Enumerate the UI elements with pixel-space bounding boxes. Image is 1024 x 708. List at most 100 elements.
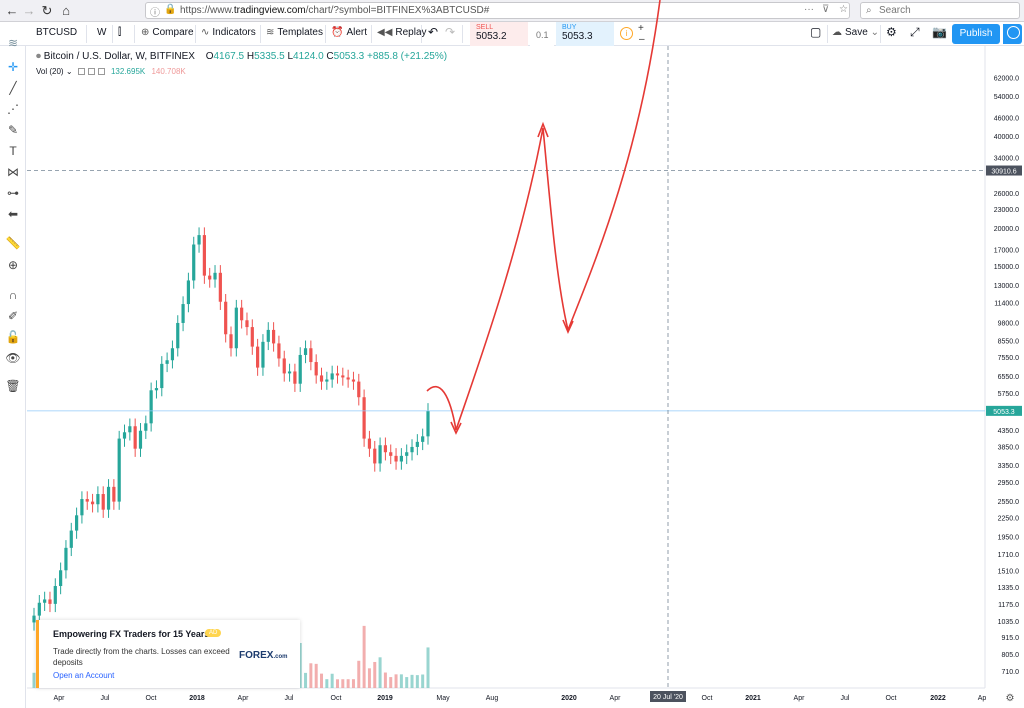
- prediction-icon[interactable]: ⊶: [7, 186, 19, 200]
- templates-icon: ≋: [266, 27, 275, 38]
- play-icon-ring: [1007, 26, 1020, 39]
- price-tick-label: 915.0: [1001, 635, 1019, 642]
- chevron-down-icon: ⌄: [870, 27, 879, 38]
- close-value: 5053.3: [333, 51, 365, 62]
- volume-label: Vol (20): [36, 67, 64, 76]
- forward-icon[interactable]: →: [22, 3, 36, 18]
- ad-banner[interactable]: Empowering FX Traders for 15 Years AD Tr…: [36, 620, 300, 688]
- magnet-icon[interactable]: ∩: [8, 288, 18, 302]
- cloud-icon: ☁: [832, 27, 842, 38]
- templates-button[interactable]: ≋ Templates: [266, 27, 323, 38]
- candle-body: [256, 346, 260, 368]
- candle-body: [197, 235, 201, 245]
- brush-icon[interactable]: ✎: [7, 123, 19, 137]
- ruler-icon[interactable]: 📏: [5, 236, 21, 250]
- candle-body: [112, 486, 116, 502]
- logo-suffix: .com: [273, 654, 288, 660]
- reload-icon[interactable]: ↻: [41, 3, 53, 18]
- trash-icon[interactable]: 🗑: [5, 379, 21, 393]
- crosshair-price-tag: [986, 165, 1022, 176]
- buy-button[interactable]: BUY 5053.3: [556, 22, 614, 46]
- lock-icon[interactable]: 🔓: [5, 330, 21, 344]
- candle-body: [346, 377, 350, 380]
- play-circle-icon[interactable]: [1002, 24, 1022, 44]
- fullscreen-toggle-icon[interactable]: ▢: [810, 25, 822, 39]
- price-tick-label: 710.0: [1001, 669, 1019, 676]
- bookmark-star-icon[interactable]: ☆: [839, 4, 848, 15]
- spread-text: 0.1: [536, 30, 549, 40]
- candle-body: [85, 499, 89, 502]
- volume-value: 132.695K: [110, 67, 146, 76]
- time-tick-label: Aug: [486, 695, 499, 702]
- zoom-in-icon[interactable]: ⊕: [7, 258, 19, 272]
- volume-bar: [373, 661, 377, 688]
- time-tick-label: Jul: [841, 695, 850, 702]
- symbol-button[interactable]: BTCUSD: [36, 27, 78, 38]
- alert-button[interactable]: ⏰ Alert: [331, 27, 367, 38]
- candle-body: [208, 275, 212, 280]
- time-tick-label: Apr: [610, 695, 622, 702]
- legend-title: Bitcoin / U.S. Dollar, W, BITFINEX: [43, 51, 195, 62]
- close-icon[interactable]: [97, 68, 105, 75]
- visibility-icon[interactable]: [77, 68, 85, 75]
- back-icon[interactable]: ←: [5, 3, 19, 18]
- camera-icon[interactable]: 📷: [932, 25, 947, 39]
- candle-body: [48, 599, 52, 604]
- fib-icon[interactable]: ⋰: [7, 102, 19, 116]
- pocket-icon[interactable]: ⊽: [822, 4, 830, 15]
- settings-icon[interactable]: [87, 68, 95, 75]
- forex-logo: FOREX.com: [239, 650, 287, 661]
- more-icon[interactable]: ···: [804, 4, 814, 15]
- open-account-link[interactable]: Open an Account: [53, 671, 115, 680]
- time-tick-label: Apr: [54, 695, 66, 702]
- chevron-down-icon[interactable]: ⌄: [65, 67, 73, 76]
- candle-body: [128, 426, 132, 433]
- divider: [86, 25, 87, 43]
- candle-body: [229, 334, 233, 349]
- info-icon[interactable]: i: [620, 27, 633, 40]
- minus-icon[interactable]: –: [639, 34, 645, 45]
- candle-body: [357, 381, 361, 398]
- url-bar[interactable]: ⓘ 🔒 https://www.tradingview.com/chart/?s…: [145, 2, 850, 19]
- trend-line-icon[interactable]: ╱: [9, 81, 17, 95]
- info-icon[interactable]: ⓘ: [150, 8, 160, 19]
- candle-body: [282, 358, 286, 374]
- arrow-back-icon[interactable]: ⬅: [7, 207, 19, 221]
- expand-icon[interactable]: ⤢: [910, 25, 920, 39]
- publish-button[interactable]: Publish: [952, 24, 1000, 44]
- compare-button[interactable]: ⊕ Compare: [141, 27, 194, 38]
- interval-button[interactable]: W: [97, 27, 107, 38]
- crosshair-icon[interactable]: ✛: [7, 60, 19, 74]
- home-icon[interactable]: ⌂: [62, 3, 70, 18]
- candle-body: [154, 388, 159, 391]
- candle-body: [309, 348, 313, 363]
- search-placeholder: Search: [879, 5, 911, 16]
- candle-style-icon[interactable]: ⫿: [118, 27, 122, 38]
- text-icon[interactable]: T: [9, 144, 17, 158]
- price-axis-bg: [985, 46, 1024, 708]
- price-tick-label: 1035.0: [998, 619, 1020, 626]
- redo-icon[interactable]: ↷: [445, 25, 456, 39]
- ad-title: Empowering FX Traders for 15 Years: [53, 629, 210, 639]
- browser-search-input[interactable]: ⌕ Search: [860, 2, 1020, 19]
- crosshair-date-label: 20 Jul '20: [653, 694, 683, 701]
- time-tick-label: 2020: [561, 695, 577, 702]
- undo-icon[interactable]: ↶: [428, 25, 439, 39]
- indicators-button[interactable]: ∿ Indicators: [201, 27, 256, 38]
- candle-body: [245, 320, 249, 328]
- pattern-icon[interactable]: ⋈: [7, 165, 19, 179]
- plus-icon[interactable]: +: [638, 23, 644, 34]
- save-button[interactable]: ☁ Save ⌄: [832, 27, 879, 38]
- candle-body: [43, 599, 47, 603]
- price-tick-label: 7550.0: [998, 355, 1020, 362]
- high-key: H: [246, 51, 255, 62]
- gear-icon[interactable]: ⚙: [886, 25, 897, 39]
- price-tick-label: 4350.0: [998, 428, 1020, 435]
- sell-button[interactable]: SELL 5053.2: [470, 22, 528, 46]
- replay-button[interactable]: ◀◀ Replay: [377, 27, 427, 38]
- price-tick-label: 15000.0: [994, 264, 1019, 271]
- indicators-icon: ∿: [201, 27, 210, 38]
- eye-icon[interactable]: 👁: [5, 351, 21, 365]
- pencil-lock-icon[interactable]: ✐: [7, 309, 19, 323]
